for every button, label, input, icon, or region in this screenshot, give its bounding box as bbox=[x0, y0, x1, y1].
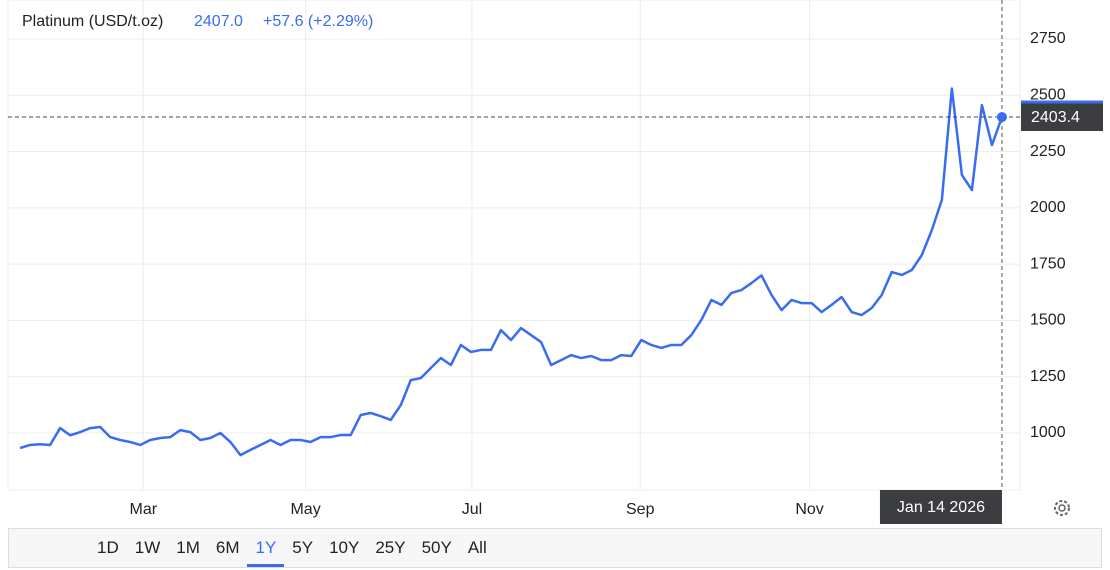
value-label: 2403.4 bbox=[1031, 109, 1080, 126]
x-tick-label: Sep bbox=[626, 501, 655, 518]
range-button[interactable]: 10Y bbox=[329, 538, 360, 557]
y-tick-label: 1500 bbox=[1030, 312, 1066, 329]
plot-area bbox=[7, 0, 1021, 491]
range-button[interactable]: 1D bbox=[97, 538, 119, 557]
x-tick-label: Jul bbox=[462, 501, 482, 518]
range-button[interactable]: 1Y bbox=[247, 529, 285, 567]
settings-icon[interactable] bbox=[1054, 500, 1070, 516]
price-line bbox=[19, 87, 1004, 457]
chart: Platinum (USD/t.oz) 2407.0 +57.6 (+2.29%… bbox=[7, 0, 1103, 524]
date-label: Jan 14 2026 bbox=[897, 499, 985, 516]
x-tick-label: Mar bbox=[129, 501, 157, 518]
range-button[interactable]: 1W bbox=[134, 538, 161, 557]
range-button[interactable]: 50Y bbox=[421, 538, 452, 557]
date-box bbox=[879, 490, 1002, 524]
y-tick-label: 1750 bbox=[1030, 255, 1066, 272]
y-tick-label: 2500 bbox=[1030, 86, 1066, 103]
range-button[interactable]: 25Y bbox=[375, 538, 406, 557]
range-button[interactable]: 6M bbox=[215, 538, 240, 557]
value-box bbox=[1021, 103, 1103, 132]
x-tick-label: May bbox=[290, 501, 320, 518]
range-button[interactable]: 1M bbox=[176, 538, 200, 557]
price: 2407.0 bbox=[194, 13, 243, 30]
x-tick-label: Nov bbox=[795, 501, 823, 518]
y-tick-label: 2000 bbox=[1030, 199, 1066, 216]
y-tick-label: 1250 bbox=[1030, 368, 1066, 385]
y-tick-label: 2750 bbox=[1030, 30, 1066, 47]
y-tick-label: 1000 bbox=[1030, 424, 1066, 441]
y-tick-label: 2250 bbox=[1030, 143, 1066, 160]
chart-title: Platinum (USD/t.oz) bbox=[22, 13, 163, 30]
range-bar: 1D 1W 1M 6M 1Y 5Y 10Y 25Y 50Y All bbox=[8, 528, 1102, 568]
range-button[interactable]: All bbox=[467, 538, 487, 557]
change: +57.6 (+2.29%) bbox=[263, 13, 373, 30]
last-point bbox=[996, 112, 1007, 123]
range-button[interactable]: 5Y bbox=[292, 538, 314, 557]
